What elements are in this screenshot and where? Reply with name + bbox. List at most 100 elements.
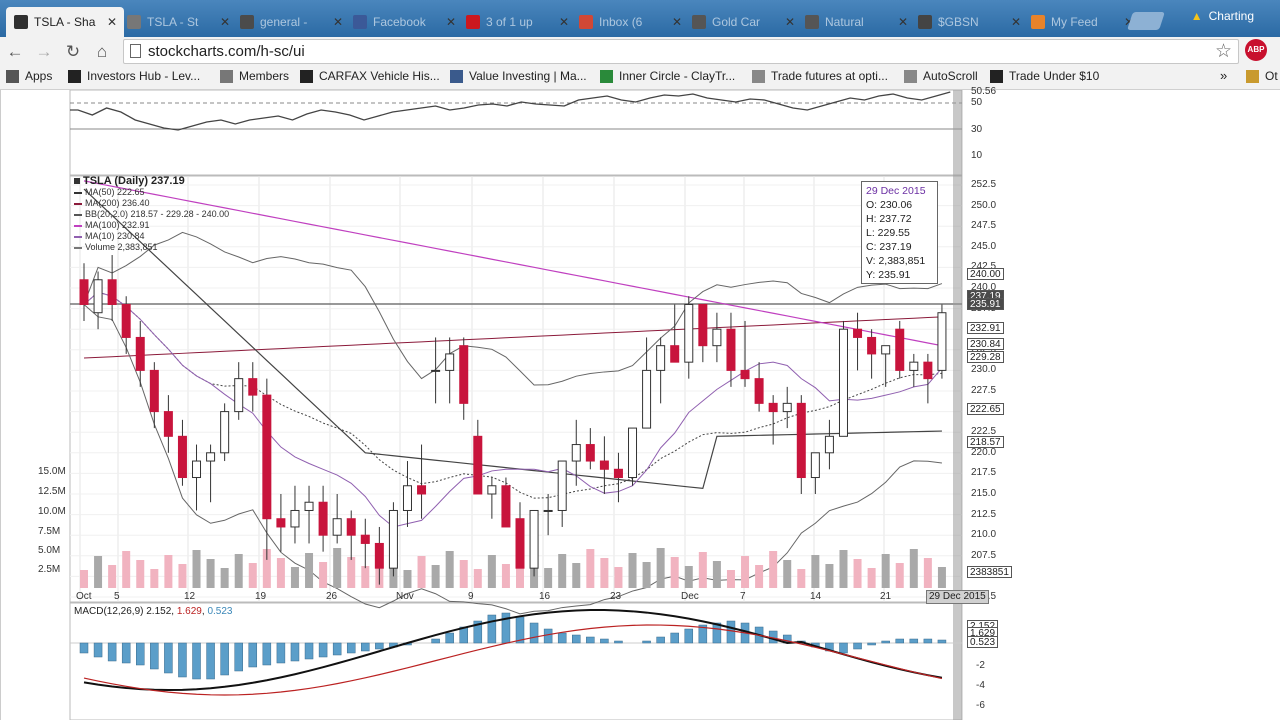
ma100-line bbox=[83, 180, 943, 347]
back-icon[interactable]: ← bbox=[6, 42, 24, 61]
profile-button[interactable]: ▲ Charting bbox=[1191, 9, 1254, 23]
x-axis-label: Nov bbox=[396, 591, 414, 602]
adblock-plus-icon[interactable]: ABP bbox=[1245, 39, 1267, 61]
tab-3[interactable]: Facebook ✕ bbox=[345, 7, 463, 37]
x-axis-label: 23 bbox=[610, 591, 622, 602]
tab-7[interactable]: Natural ✕ bbox=[797, 7, 915, 37]
page-icon bbox=[904, 69, 917, 83]
price-axis-tick: 227.5 bbox=[971, 385, 997, 396]
bollinger-lower-line bbox=[83, 304, 942, 615]
tab-close-icon[interactable]: ✕ bbox=[897, 15, 909, 29]
candle-up bbox=[782, 402, 792, 413]
volume-bar bbox=[192, 550, 201, 588]
price-axis-tick: 247.5 bbox=[971, 220, 997, 232]
candle-down bbox=[698, 303, 708, 347]
macd-hist-bar bbox=[107, 642, 117, 662]
candle-down bbox=[515, 518, 525, 569]
legend-line: MA(100) 232.91 bbox=[74, 220, 229, 231]
volume-bar bbox=[305, 553, 314, 588]
macd-hist-bar bbox=[684, 628, 694, 644]
tab-5[interactable]: Inbox (6 ✕ bbox=[571, 7, 689, 37]
bookmark-label: Value Investing | Ma... bbox=[469, 69, 587, 83]
tab-favicon-icon bbox=[918, 15, 932, 29]
volume-axis-tick: 5.0M bbox=[38, 545, 61, 556]
tab-title: Natural bbox=[825, 15, 864, 29]
macd-hist-bar bbox=[600, 638, 609, 644]
tab-title: My Feed bbox=[1051, 15, 1098, 29]
home-icon[interactable]: ⌂ bbox=[96, 42, 108, 61]
bookmarks-overflow-icon[interactable]: » bbox=[1220, 68, 1228, 83]
volume-axis-tick: 12.5M bbox=[38, 486, 66, 497]
bookmark-item[interactable]: Value Investing | Ma... bbox=[450, 69, 587, 83]
volume-bar bbox=[937, 567, 946, 588]
macd-hist-bar bbox=[586, 636, 595, 644]
tab-1[interactable]: TSLA - St ✕ bbox=[119, 7, 237, 37]
tab-title: Facebook bbox=[373, 15, 426, 29]
volume-bar bbox=[600, 558, 609, 588]
bookmark-label: AutoScroll bbox=[923, 69, 978, 83]
bookmark-item[interactable]: Trade Under $10 bbox=[990, 69, 1099, 83]
macd-hist-bar bbox=[290, 642, 300, 662]
price-axis-tick: 217.5 bbox=[971, 467, 997, 479]
candle-up bbox=[220, 411, 230, 454]
tab-0[interactable]: TSLA - Sha ✕ bbox=[6, 7, 124, 37]
bookmark-item[interactable]: Investors Hub - Lev... bbox=[68, 69, 200, 83]
price-axis-tick: 212.5 bbox=[971, 508, 997, 520]
tab-close-icon[interactable]: ✕ bbox=[219, 15, 231, 29]
candle-up bbox=[543, 509, 553, 512]
macd-hist-bar bbox=[361, 642, 370, 652]
volume-bar bbox=[122, 551, 131, 588]
bookmark-label: Apps bbox=[25, 69, 53, 83]
bookmark-item[interactable]: Members bbox=[220, 69, 289, 83]
tab-8[interactable]: $GBSN ✕ bbox=[910, 7, 1028, 37]
macd-hist-bar bbox=[248, 642, 258, 668]
macd-hist-bar bbox=[121, 642, 131, 664]
tab-9[interactable]: My Feed✕ bbox=[1023, 7, 1141, 37]
price-chart[interactable] bbox=[0, 90, 1280, 720]
bookmark-item[interactable]: Apps bbox=[6, 69, 52, 83]
tooltip-volume: V: 2,383,851 bbox=[866, 255, 926, 267]
x-axis-label: 7 bbox=[740, 591, 746, 602]
tab-2[interactable]: general - ✕ bbox=[232, 7, 350, 37]
macd-hist-bar bbox=[276, 642, 286, 664]
candle-down bbox=[417, 485, 427, 495]
tab-close-icon[interactable]: ✕ bbox=[445, 15, 457, 29]
bookmark-item[interactable]: AutoScroll bbox=[904, 69, 978, 83]
bookmark-label: Trade Under $10 bbox=[1009, 69, 1100, 83]
price-axis-tick: 252.5 bbox=[971, 179, 997, 190]
macd-hist-bar bbox=[150, 642, 159, 670]
volume-bar bbox=[403, 570, 412, 588]
chart-legend: TSLA (Daily) 237.19 MA(50) 222.65 MA(200)… bbox=[74, 176, 229, 253]
tab-favicon-icon bbox=[579, 15, 593, 29]
price-axis-tick: 215.0 bbox=[971, 488, 997, 499]
new-tab-button[interactable] bbox=[1127, 12, 1165, 30]
bookmark-item[interactable]: Inner Circle - ClayTr... bbox=[600, 69, 735, 83]
bookmark-item[interactable]: CARFAX Vehicle His... bbox=[300, 69, 440, 83]
candle-down bbox=[374, 542, 384, 569]
tab-close-icon[interactable]: ✕ bbox=[671, 15, 683, 29]
tab-close-icon[interactable]: ✕ bbox=[1010, 15, 1022, 29]
macd-legend: MACD(12,26,9) 2.152, 1.629, 0.523 bbox=[74, 606, 233, 617]
address-bar[interactable]: stockcharts.com/h-sc/ui ☆ bbox=[123, 39, 1239, 64]
bookmark-star-icon[interactable]: ☆ bbox=[1214, 41, 1232, 62]
forward-icon[interactable]: → bbox=[35, 42, 53, 61]
reload-icon[interactable]: ↻ bbox=[65, 42, 81, 61]
tab-4[interactable]: 3 of 1 up ✕ bbox=[458, 7, 576, 37]
macd-hist-bar bbox=[375, 642, 384, 650]
macd-hist-bar bbox=[881, 640, 890, 644]
tab-close-icon[interactable]: ✕ bbox=[332, 15, 344, 29]
macd-label: MACD(12,26,9) bbox=[74, 606, 144, 617]
tab-title: general - bbox=[260, 15, 308, 29]
macd-hist-bar bbox=[79, 642, 89, 654]
tab-close-icon[interactable]: ✕ bbox=[784, 15, 796, 29]
macd-hist-bar bbox=[572, 634, 581, 644]
macd-hist-bar bbox=[557, 632, 567, 644]
bookmark-item[interactable]: Ot bbox=[1246, 69, 1278, 83]
tab-6[interactable]: Gold Car ✕ bbox=[684, 7, 802, 37]
volume-bar bbox=[726, 570, 735, 588]
tab-close-icon[interactable]: ✕ bbox=[558, 15, 570, 29]
tab-title: TSLA - Sha bbox=[34, 15, 96, 29]
browser-toolbar: ← → ↻ ⌂ stockcharts.com/h-sc/ui ☆ bbox=[0, 37, 1280, 65]
tab-close-icon[interactable]: ✕ bbox=[106, 15, 118, 29]
bookmark-item[interactable]: Trade futures at opti... bbox=[752, 69, 888, 83]
